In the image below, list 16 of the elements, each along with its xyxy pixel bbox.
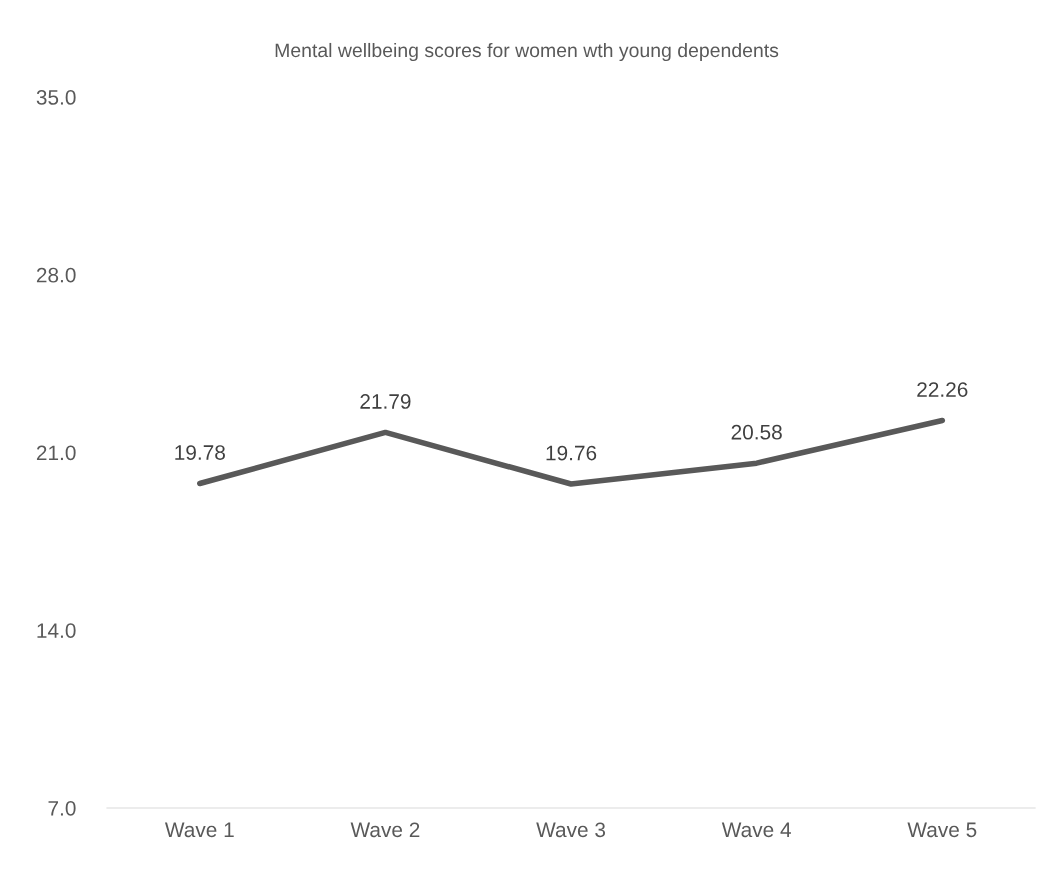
x-tick-label: Wave 3 xyxy=(536,822,606,838)
data-label: 21.79 xyxy=(360,394,411,409)
y-tick-label: 28.0 xyxy=(36,267,76,283)
x-tick-label: Wave 1 xyxy=(164,822,234,838)
data-label: 22.26 xyxy=(917,382,968,397)
y-tick-label: 21.0 xyxy=(36,445,76,461)
data-label: 19.76 xyxy=(546,445,597,461)
data-label: 19.78 xyxy=(175,445,225,460)
x-tick-label: Wave 2 xyxy=(350,822,420,838)
y-tick-label: 7.0 xyxy=(48,800,76,816)
data-label: 20.58 xyxy=(731,424,782,440)
x-tick-label: Wave 4 xyxy=(721,822,791,838)
y-tick-label: 35.0 xyxy=(36,90,76,105)
x-tick-label: Wave 5 xyxy=(907,822,977,838)
y-tick-label: 14.0 xyxy=(37,623,76,638)
chart-title: Mental wellbeing scores for women wth young dependents xyxy=(275,42,779,62)
